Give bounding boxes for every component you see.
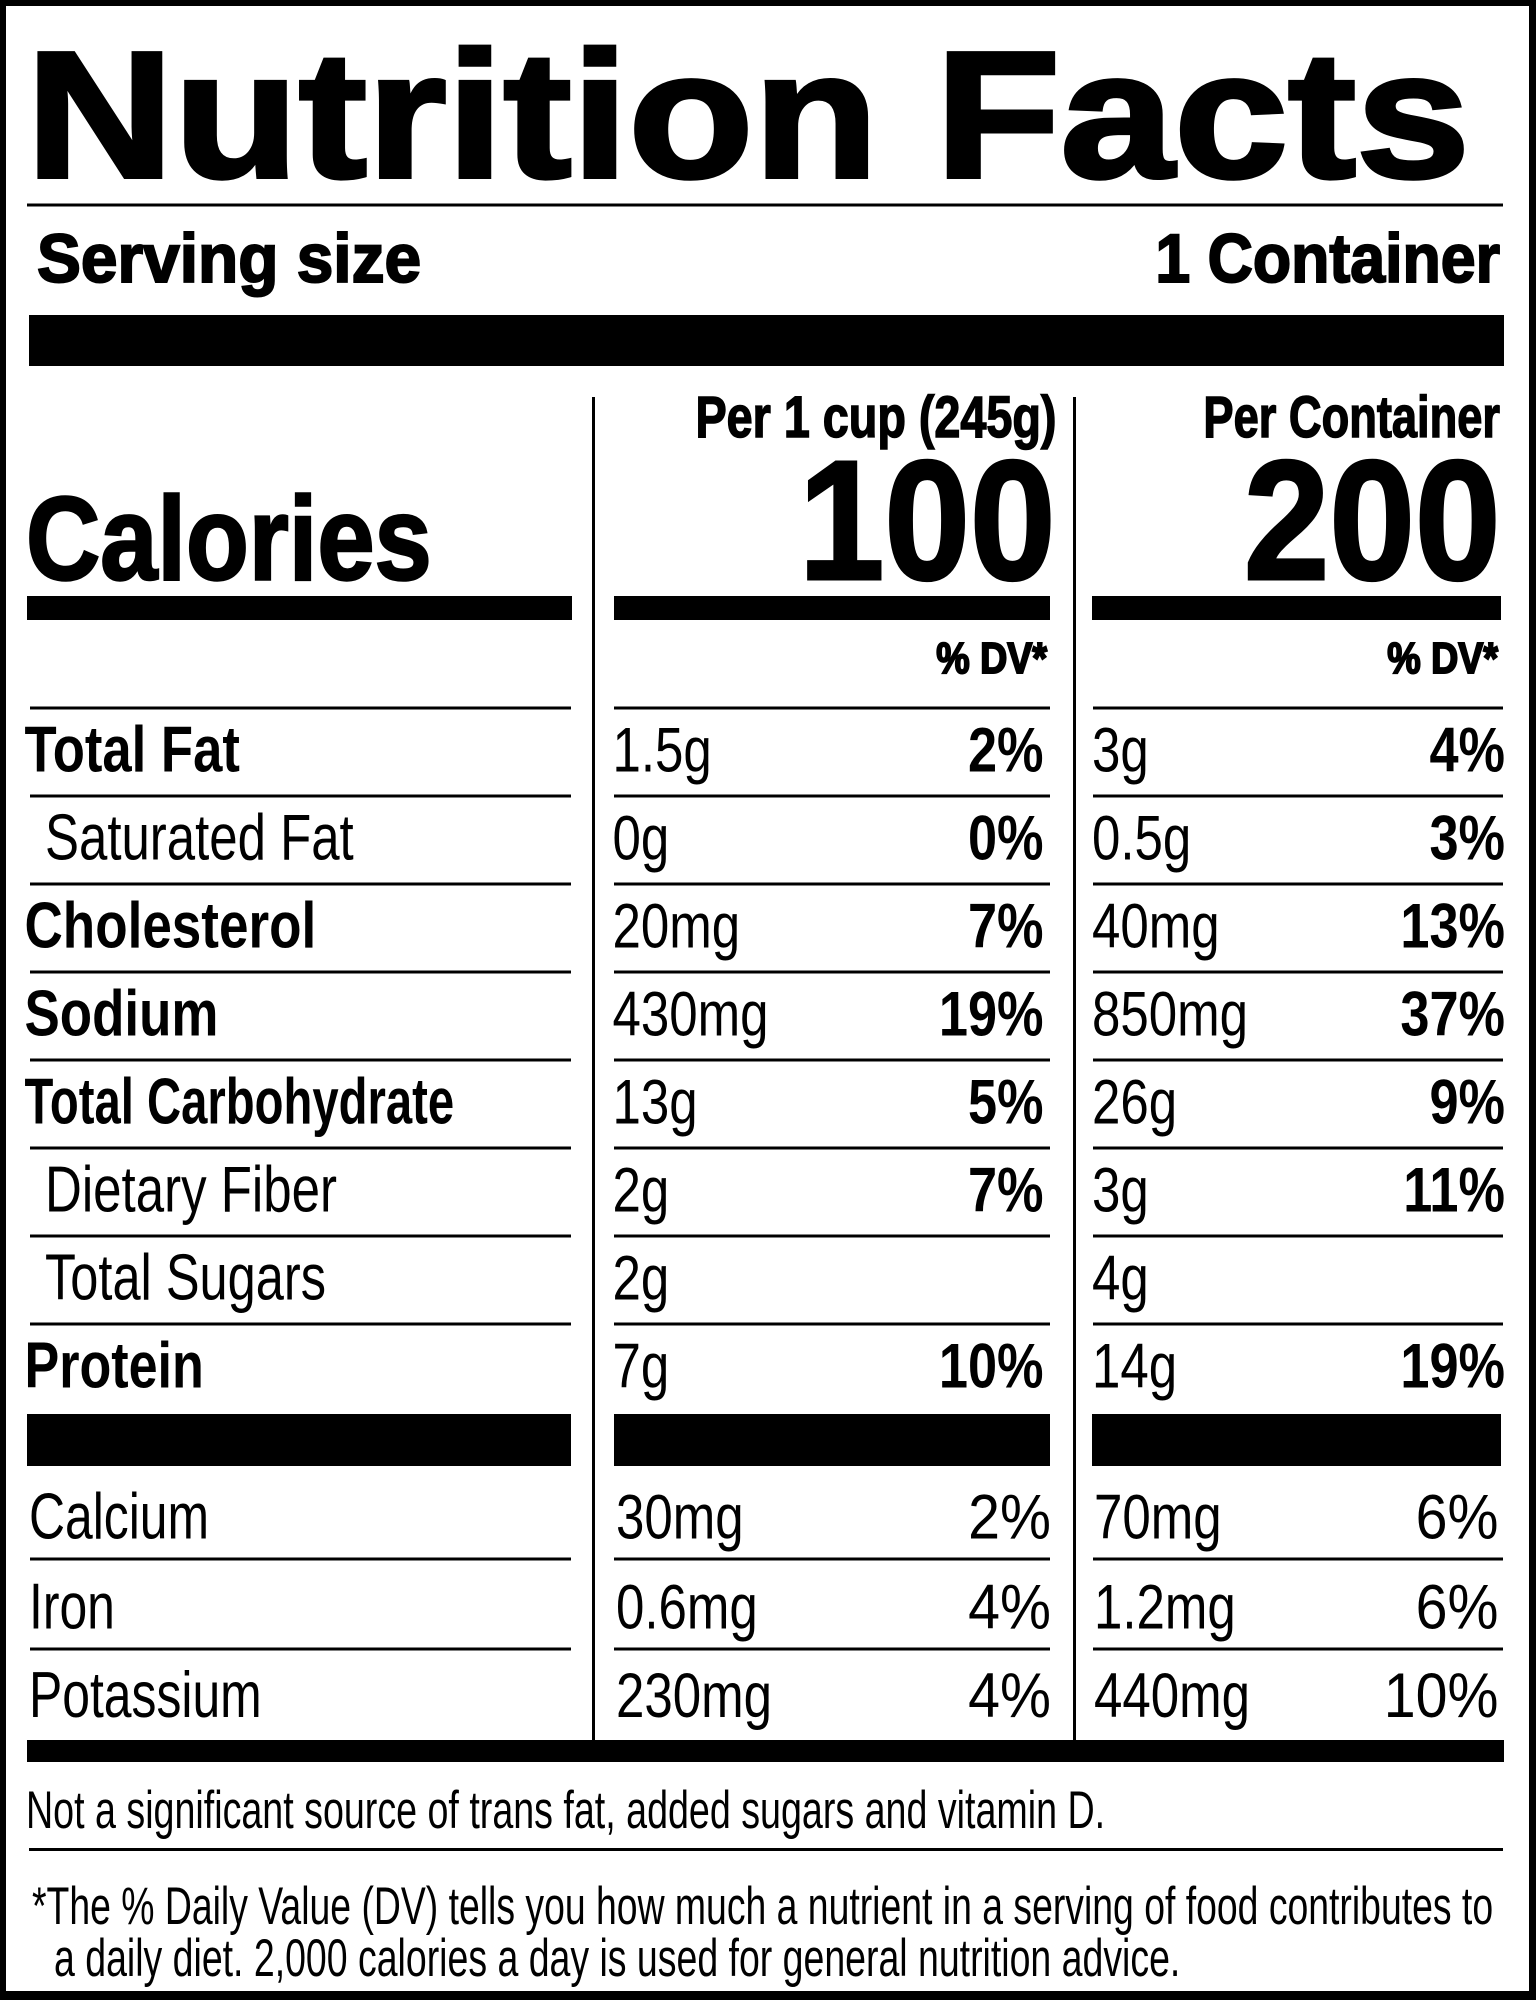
svg-text:850mg: 850mg <box>1092 979 1248 1049</box>
svg-text:20mg: 20mg <box>613 891 741 961</box>
svg-text:0%: 0% <box>968 804 1044 874</box>
svg-text:4%: 4% <box>1429 716 1505 786</box>
svg-text:30mg: 30mg <box>616 1482 744 1552</box>
svg-text:3%: 3% <box>1429 804 1505 874</box>
svg-text:4%: 4% <box>968 1659 1051 1730</box>
svg-text:Cholesterol: Cholesterol <box>25 888 317 961</box>
svg-text:10%: 10% <box>1384 1659 1499 1730</box>
svg-text:3g: 3g <box>1092 1155 1149 1225</box>
svg-text:13%: 13% <box>1400 892 1505 962</box>
svg-text:70mg: 70mg <box>1094 1482 1222 1552</box>
svg-text:2%: 2% <box>968 1481 1051 1552</box>
svg-text:100: 100 <box>799 426 1056 616</box>
svg-text:Calcium: Calcium <box>29 1481 209 1553</box>
svg-text:11%: 11% <box>1403 1156 1505 1226</box>
svg-text:% DV*: % DV* <box>1387 633 1498 682</box>
svg-text:Protein: Protein <box>25 1330 204 1402</box>
svg-text:Potassium: Potassium <box>29 1660 262 1732</box>
svg-text:Per Container: Per Container <box>1203 386 1500 451</box>
svg-text:2g: 2g <box>613 1155 670 1225</box>
svg-text:Serving size: Serving size <box>37 221 421 298</box>
svg-text:5%: 5% <box>968 1068 1044 1138</box>
svg-text:14g: 14g <box>1092 1331 1177 1401</box>
svg-text:7g: 7g <box>613 1331 670 1401</box>
svg-text:Not a significant source of tr: Not a significant source of trans fat, a… <box>26 1780 1105 1840</box>
svg-text:200: 200 <box>1244 426 1501 616</box>
svg-text:Total Sugars: Total Sugars <box>45 1241 326 1314</box>
svg-text:6%: 6% <box>1416 1571 1499 1642</box>
svg-text:Sodium: Sodium <box>25 976 219 1049</box>
svg-text:1.5g: 1.5g <box>613 715 712 785</box>
svg-text:13g: 13g <box>613 1067 698 1137</box>
svg-text:9%: 9% <box>1429 1068 1505 1138</box>
svg-text:Total Fat: Total Fat <box>25 712 240 786</box>
svg-text:Calories: Calories <box>26 471 432 605</box>
svg-text:430mg: 430mg <box>613 979 769 1049</box>
svg-text:*The % Daily Value (DV) tells: *The % Daily Value (DV) tells you how mu… <box>32 1875 1493 1935</box>
svg-text:Total Carbohydrate: Total Carbohydrate <box>25 1066 455 1138</box>
svg-text:0.6mg: 0.6mg <box>616 1572 758 1642</box>
svg-text:230mg: 230mg <box>616 1661 772 1731</box>
svg-text:3g: 3g <box>1092 715 1149 785</box>
svg-text:1 Container: 1 Container <box>1155 219 1500 296</box>
svg-text:% DV*: % DV* <box>936 633 1047 682</box>
svg-text:440mg: 440mg <box>1094 1661 1250 1731</box>
svg-text:Iron: Iron <box>29 1571 115 1643</box>
svg-text:4g: 4g <box>1092 1243 1149 1313</box>
svg-text:Per 1 cup (245g): Per 1 cup (245g) <box>695 385 1056 450</box>
svg-text:37%: 37% <box>1400 980 1505 1050</box>
svg-text:19%: 19% <box>1400 1332 1505 1402</box>
svg-text:0g: 0g <box>613 803 670 873</box>
svg-text:Nutrition Facts: Nutrition Facts <box>26 14 1470 215</box>
svg-text:4%: 4% <box>968 1571 1051 1642</box>
svg-text:40mg: 40mg <box>1092 891 1220 961</box>
svg-text:2g: 2g <box>613 1243 670 1313</box>
svg-text:Dietary Fiber: Dietary Fiber <box>45 1154 337 1226</box>
svg-text:7%: 7% <box>968 1156 1044 1226</box>
svg-text:a daily diet. 2,000 calories a: a daily diet. 2,000 calories a day is us… <box>54 1928 1180 1988</box>
svg-text:10%: 10% <box>939 1332 1044 1402</box>
svg-text:Saturated Fat: Saturated Fat <box>45 802 354 874</box>
svg-text:2%: 2% <box>968 716 1044 786</box>
svg-text:6%: 6% <box>1416 1481 1499 1552</box>
svg-text:0.5g: 0.5g <box>1092 803 1191 873</box>
svg-text:19%: 19% <box>939 980 1044 1050</box>
svg-text:7%: 7% <box>968 892 1044 962</box>
svg-text:26g: 26g <box>1092 1067 1177 1137</box>
svg-text:1.2mg: 1.2mg <box>1094 1572 1236 1642</box>
